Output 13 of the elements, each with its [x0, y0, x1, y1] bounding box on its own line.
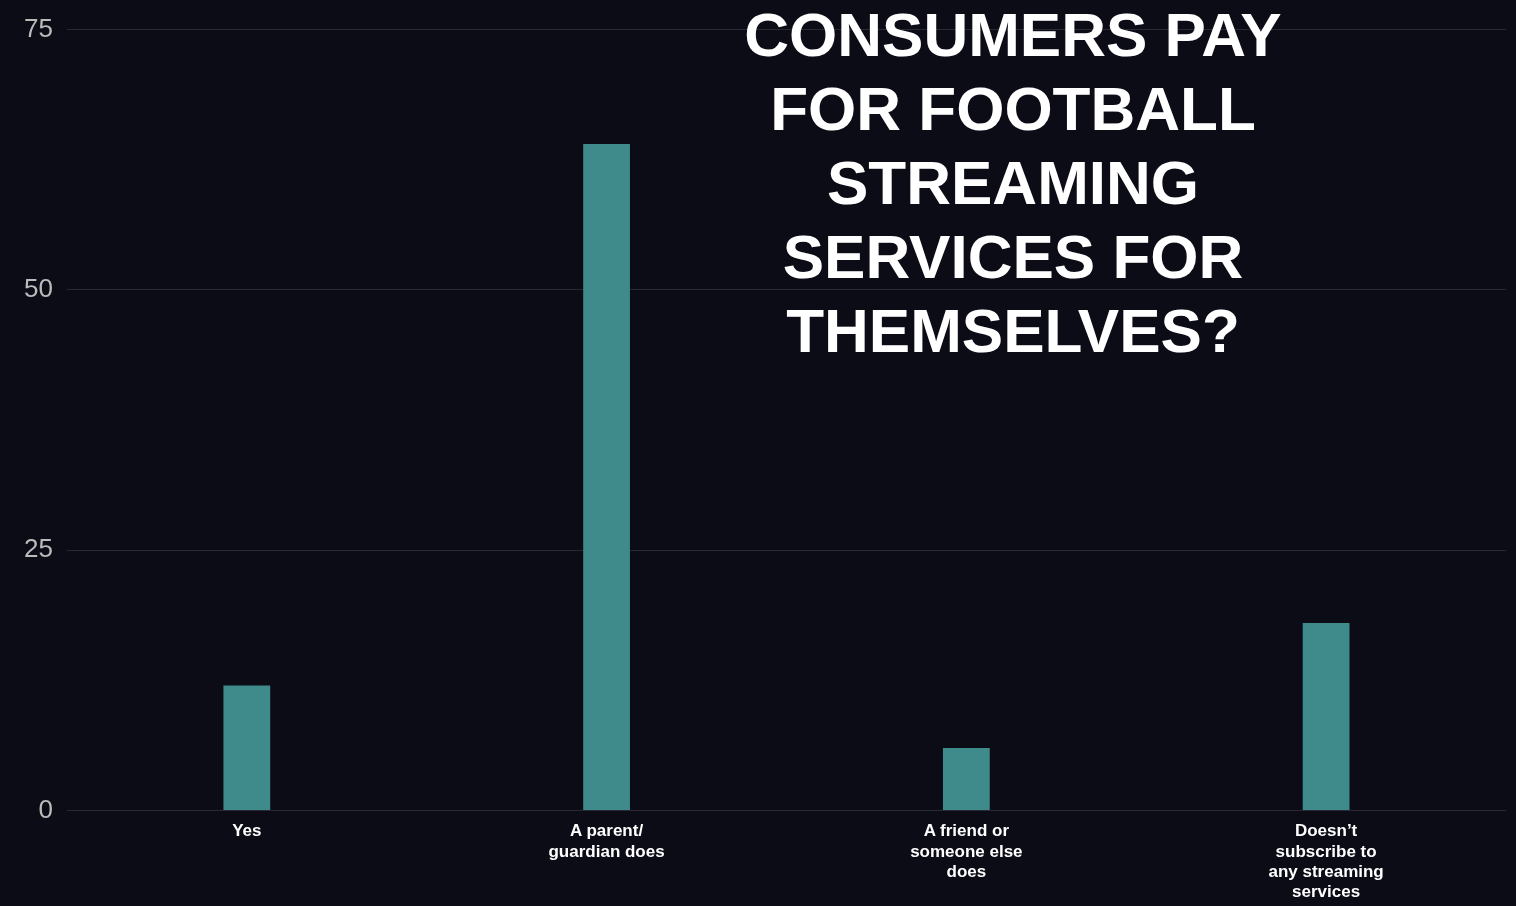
x-tick-label: Doesn’t subscribe to any streaming services: [1268, 821, 1384, 902]
x-tick-label: Yes: [232, 821, 262, 841]
bar: [1302, 623, 1350, 810]
bar: [223, 685, 271, 810]
y-tick-label: 25: [24, 533, 53, 564]
bar: [583, 144, 630, 810]
y-tick-label: 50: [24, 273, 53, 304]
x-tick-label: A friend or someone else does: [910, 821, 1023, 882]
y-tick-label: 0: [38, 793, 53, 824]
x-tick-label: A parent/ guardian does: [548, 821, 665, 861]
bar: [942, 747, 990, 810]
y-tick-label: 75: [24, 12, 53, 43]
text: CONSUMERS PAY FOR FOOTBALL STREAMING SERVICES FOR THEMSELVES?: [744, 0, 1282, 366]
